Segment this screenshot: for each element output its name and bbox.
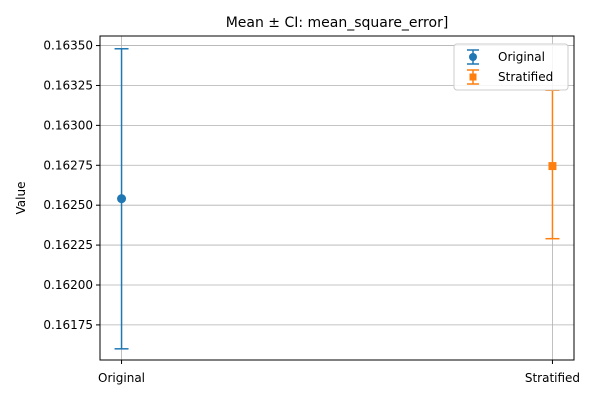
y-tick-label: 0.16350	[43, 39, 93, 53]
y-axis-label: Value	[14, 182, 28, 215]
y-tick-label: 0.16225	[43, 238, 93, 252]
legend-marker-original	[469, 53, 477, 61]
y-axis: 0.16175 0.16200 0.16225 0.16250 0.16275 0.163…	[43, 39, 100, 332]
legend-label-stratified: Stratified	[498, 70, 553, 84]
y-tick-label: 0.16175	[43, 318, 93, 332]
x-tick-label: Original	[98, 371, 145, 385]
legend-label-original: Original	[498, 50, 545, 64]
y-tick-label: 0.16275	[43, 158, 93, 172]
chart-title: Mean ± CI: mean_square_error]	[226, 15, 449, 31]
y-tick-label: 0.16200	[43, 278, 93, 292]
y-tick-label: 0.16250	[43, 198, 93, 212]
y-tick-label: 0.16300	[43, 118, 93, 132]
x-axis: Original Stratified	[98, 360, 580, 385]
mean-point-original	[117, 194, 127, 204]
legend: Original Stratified	[453, 43, 569, 91]
mean-point-stratified	[548, 162, 557, 171]
legend-marker-stratified	[469, 73, 477, 81]
y-tick-label: 0.16325	[43, 78, 93, 92]
plot-frame	[99, 35, 575, 361]
legend-box	[453, 43, 569, 91]
x-tick-label: Stratified	[525, 371, 580, 385]
